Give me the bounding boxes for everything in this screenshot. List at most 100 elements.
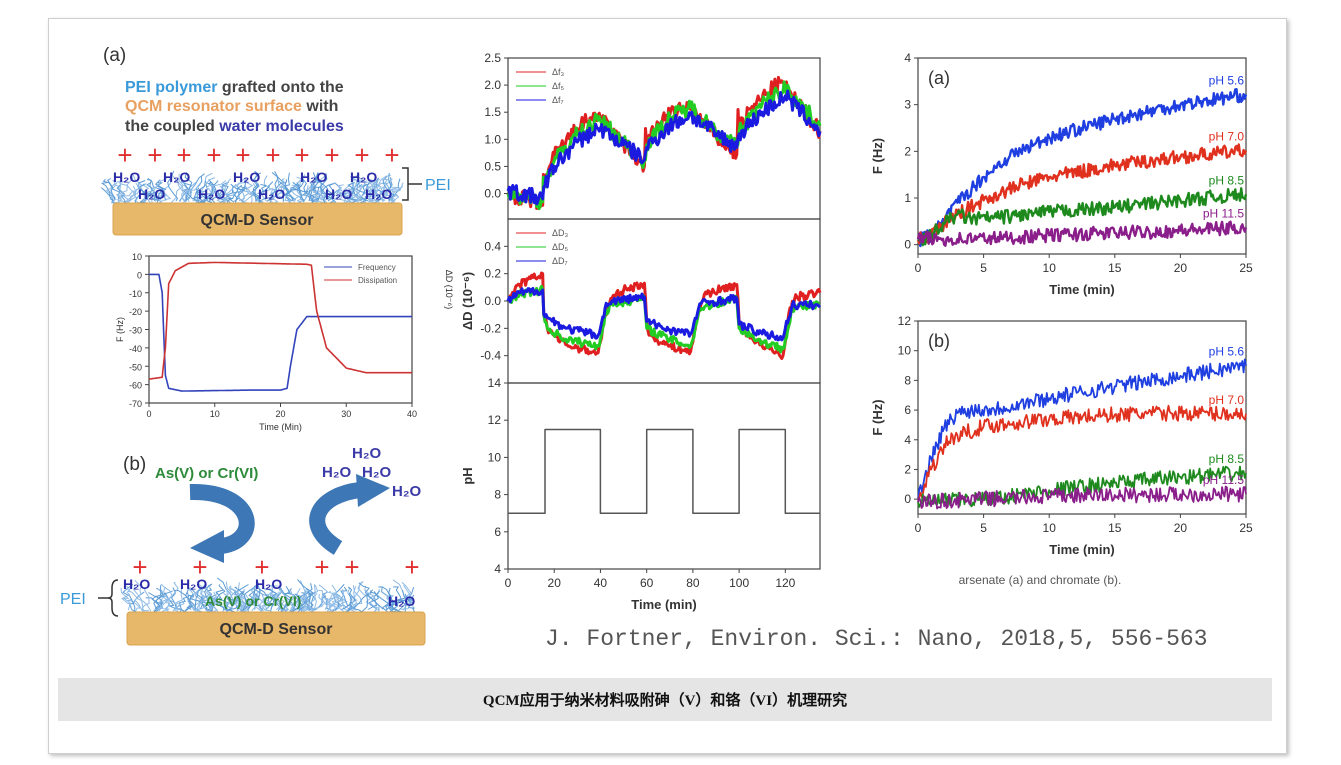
- released-water: H₂O: [362, 464, 391, 481]
- polymer-strand: [105, 179, 117, 201]
- polymer-strand: [297, 579, 314, 610]
- released-water: H₂O: [322, 464, 351, 481]
- desorption-arrowhead-icon: [356, 474, 390, 507]
- series-line-pH-11.5: [916, 220, 1248, 247]
- polymer-strand: [346, 592, 356, 611]
- plus-charge-icon: +: [404, 552, 419, 582]
- panel-label: (b): [928, 331, 950, 351]
- series-label: pH 7.0: [1209, 393, 1245, 407]
- polymer-strand: [347, 581, 364, 612]
- water-molecule: H₂O: [138, 186, 165, 202]
- y-tick-label: -40: [129, 344, 142, 354]
- released-water: H₂O: [352, 445, 381, 462]
- plus-charge-icon: +: [384, 140, 399, 170]
- polymer-strand: [106, 178, 116, 202]
- y-tick-label: 0.5: [484, 159, 501, 173]
- polymer-strand: [263, 588, 278, 610]
- legend-entry: Δf₇: [552, 95, 564, 105]
- y-axis-label: F (Hz): [870, 399, 885, 435]
- plus-charge-icon: +: [314, 552, 329, 582]
- x-tick-label: 40: [407, 409, 417, 419]
- polymer-strand: [286, 588, 305, 613]
- polymer-strand: [346, 174, 359, 203]
- panel-label-b: (b): [123, 454, 146, 475]
- polymer-strand: [289, 189, 304, 203]
- plus-charge-icon: +: [235, 140, 250, 170]
- x-tick-label: 10: [1043, 521, 1057, 535]
- polymer-strand: [234, 586, 247, 614]
- polymer-strand: [160, 589, 182, 612]
- water-molecule: H₂O: [233, 169, 260, 185]
- y-tick-label: 12: [488, 413, 502, 427]
- x-tick-label: 0: [915, 261, 922, 275]
- polymer-strand: [127, 598, 142, 614]
- polymer-strand: [196, 183, 216, 203]
- polymer-strand: [117, 180, 127, 202]
- polymer-strand: [116, 185, 137, 203]
- x-tick-label: 120: [775, 576, 795, 590]
- polymer-strand: [215, 589, 229, 612]
- polymer-strand: [368, 178, 380, 203]
- x-axis-label: Time (min): [1049, 542, 1115, 557]
- series-line-ΔD₇: [506, 287, 822, 342]
- polymer-strand: [241, 594, 256, 612]
- polymer-strand: [369, 589, 395, 614]
- series-line-pH-5.6: [916, 88, 1248, 248]
- polymer-strand: [206, 591, 221, 613]
- y-axis-label: ΔD (10⁻⁶): [460, 272, 475, 330]
- polymer-strand: [218, 183, 229, 204]
- plus-charge-icon: +: [294, 140, 309, 170]
- x-tick-label: 20: [548, 576, 562, 590]
- polymer-strand: [332, 184, 344, 204]
- polymer-strand: [256, 181, 274, 201]
- polymer-strand: [156, 586, 167, 612]
- qcm-sensor-b: [126, 611, 426, 646]
- polymer-strand: [300, 593, 307, 612]
- water-molecule: H₂O: [163, 169, 190, 185]
- y-tick-label: 0: [904, 238, 911, 252]
- polymer-strand: [260, 598, 272, 612]
- polymer-strand: [393, 586, 407, 612]
- polymer-strand: [269, 188, 279, 205]
- slide-title: QCM应用于纳米材料吸附砷（V）和铬（VI）机理研究: [482, 693, 848, 709]
- legend-entry: Dissipation: [358, 276, 397, 285]
- water-molecule: H₂O: [258, 186, 285, 202]
- polymer-strand: [347, 182, 356, 201]
- polymer-strand: [204, 583, 214, 614]
- ion-label-top: As(V) or Cr(VI): [155, 465, 258, 482]
- x-axis-label: Time (min): [1049, 282, 1115, 297]
- polymer-strand: [381, 178, 393, 203]
- polymer-strand: [358, 177, 385, 201]
- y-tick-label: 0.2: [484, 267, 501, 281]
- chart-delta_f: 0.0 0.5 1.0 1.5 2.0 2.5 Δf₃ Δf₅ Δf₇: [484, 51, 822, 220]
- panel-label: (a): [928, 68, 950, 88]
- desorption-arrow-icon: [309, 482, 362, 555]
- x-tick-label: 20: [1174, 261, 1188, 275]
- x-tick-label: 15: [1108, 261, 1122, 275]
- x-tick-label: 10: [210, 409, 220, 419]
- legend-entry: Δf₃: [552, 67, 565, 77]
- polymer-strand: [340, 594, 354, 614]
- y-tick-label: -70: [129, 399, 142, 409]
- polymer-strand: [327, 183, 337, 205]
- x-tick-label: 60: [640, 576, 654, 590]
- water-molecule: H₂O: [113, 169, 140, 185]
- y-tick-label: 0.4: [484, 239, 501, 253]
- polymer-strand: [200, 590, 207, 610]
- polymer-strand: [331, 598, 349, 612]
- polymer-strand: [178, 592, 189, 612]
- series-line-Δf₇: [506, 89, 822, 206]
- plot-frame: [507, 382, 821, 570]
- polymer-strand: [193, 180, 206, 204]
- figure-caption: arsenate (a) and chromate (b).: [959, 573, 1122, 587]
- x-axis-label: Time (min): [631, 597, 697, 612]
- polymer-strand: [250, 585, 262, 613]
- polymer-strand: [327, 590, 337, 612]
- plus-charge-icon: +: [206, 140, 221, 170]
- x-tick-label: 5: [980, 261, 987, 275]
- y-tick-label: 0: [137, 270, 142, 280]
- polymer-strand: [333, 592, 344, 611]
- polymer-strand: [230, 183, 246, 204]
- y-tick-label: 2.5: [484, 51, 501, 65]
- polymer-strand: [222, 592, 239, 611]
